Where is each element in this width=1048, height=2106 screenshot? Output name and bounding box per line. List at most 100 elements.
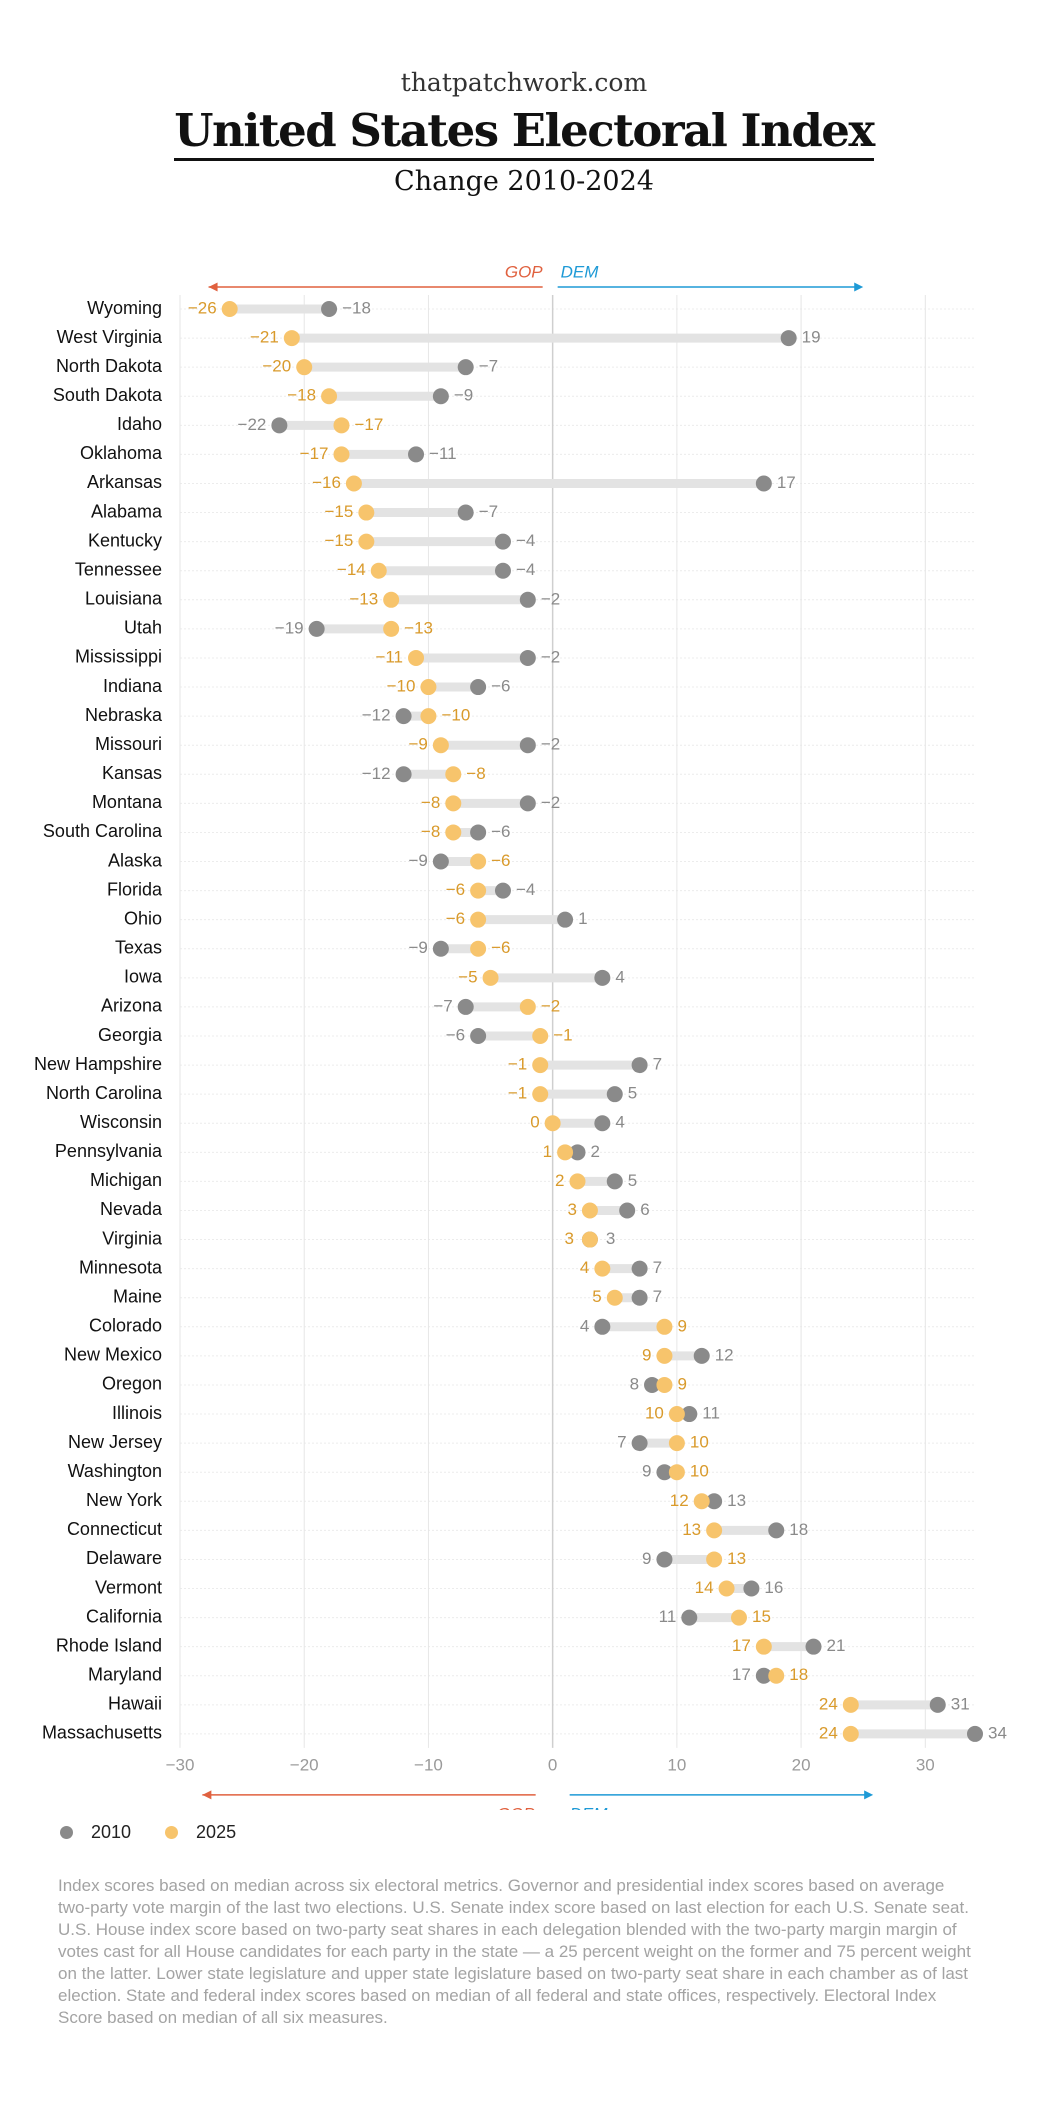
dot-2025 [283,330,300,347]
state-label: South Dakota [53,385,163,405]
dot-2025 [656,1347,673,1364]
value-label-2010: 4 [615,967,624,986]
state-label: Rhode Island [56,1635,162,1655]
dot-2010 [457,998,474,1015]
value-label-2010: 1 [578,909,587,928]
x-tick-label: −30 [166,1755,195,1774]
dot-2010 [681,1406,698,1423]
legend-dot-2010 [60,1826,73,1839]
x-tick-label: 30 [916,1755,935,1774]
dot-2025 [718,1580,735,1597]
value-label-2010: 7 [653,1258,662,1277]
value-label-2025: −5 [458,967,477,986]
dot-2025 [842,1696,859,1713]
dot-2010 [308,620,325,637]
dot-2025 [482,969,499,986]
dot-2025 [532,1057,549,1074]
value-label-2025: 3 [567,1200,576,1219]
value-label-2010: −6 [491,677,510,696]
value-label-2010: 16 [764,1578,783,1597]
dot-2010 [519,737,536,754]
state-label: Alabama [91,501,163,521]
dot-2010 [457,504,474,521]
chart-subtitle: Change 2010-2024 [394,166,654,197]
dot-2025 [333,446,350,463]
state-label: Nevada [100,1199,163,1219]
dot-2025 [470,940,487,957]
dot-2025 [420,708,437,725]
value-label-2010: −2 [541,735,560,754]
legend-label-2025: 2025 [196,1822,237,1842]
dot-2010 [395,766,412,783]
value-label-2025: −13 [349,589,378,608]
dot-2025 [668,1435,685,1452]
value-label-2025: −17 [354,415,383,434]
value-label-2025: 24 [819,1694,838,1713]
value-label-2010: 4 [615,1113,624,1132]
state-label: North Carolina [46,1083,163,1103]
value-label-2025: 9 [677,1374,686,1393]
state-label: New Hampshire [34,1054,162,1074]
value-label-2025: 10 [645,1404,664,1423]
value-label-2010: 7 [653,1055,662,1074]
dot-2010 [557,911,574,928]
dem-label-bottom: DEM [570,1804,609,1810]
dot-2025 [606,1289,623,1306]
dot-2025 [420,679,437,696]
dot-2025 [706,1551,723,1568]
site-name[interactable]: thatpatchwork.com [400,68,648,97]
dem-arrowhead-bottom [864,1790,874,1800]
dot-2010 [631,1057,648,1074]
value-label-2025: −8 [421,793,440,812]
value-label-2010: 17 [732,1665,751,1684]
dot-2025 [358,504,375,521]
dot-2025 [768,1667,785,1684]
value-label-2010: 9 [642,1462,651,1481]
dot-2010 [457,359,474,376]
state-label: Virginia [102,1228,163,1248]
dot-2010 [967,1725,983,1742]
value-label-2025: −1 [508,1055,527,1074]
dot-2025 [581,1231,598,1248]
dot-2025 [445,766,462,783]
dot-2010 [519,795,536,812]
value-label-2010: 7 [617,1433,626,1452]
value-label-2025: 2 [555,1171,564,1190]
state-label: Washington [68,1461,162,1481]
value-label-2025: 13 [682,1520,701,1539]
gop-label-bottom: GOP [497,1804,535,1810]
state-label: Hawaii [108,1694,162,1714]
value-label-2025: 24 [819,1723,838,1742]
state-label: Kentucky [88,530,162,550]
value-label-2025: 9 [677,1316,686,1335]
dot-2010 [805,1638,822,1655]
dot-2025 [445,824,462,841]
state-label: South Carolina [43,821,163,841]
dot-2025 [693,1493,710,1510]
dot-2010 [432,940,449,957]
value-label-2010: −9 [454,386,473,405]
methodology-note: Index scores based on median across six … [58,1876,971,2027]
state-label: Montana [92,792,163,812]
state-label: Utah [124,618,162,638]
dot-2025 [668,1406,685,1423]
dem-arrowhead-top [854,282,864,292]
value-label-2025: −1 [508,1084,527,1103]
state-label: Florida [107,879,163,899]
dot-2010 [470,1028,487,1044]
value-label-2025: −9 [408,735,427,754]
legend-dot-2025 [165,1826,179,1839]
dot-2025 [532,1086,549,1103]
value-label-2010: 7 [653,1287,662,1306]
value-label-2010: 9 [642,1549,651,1568]
dot-2010 [619,1202,636,1219]
state-label: Indiana [103,676,163,696]
state-label: New York [86,1490,163,1510]
value-label-2025: 4 [580,1258,589,1277]
value-label-2010: −7 [433,996,452,1015]
value-label-2010: −7 [479,357,498,376]
value-label-2025: 1 [543,1142,552,1161]
dot-2025 [519,998,536,1015]
dot-2025 [470,853,487,870]
value-label-2010: 13 [727,1491,746,1510]
